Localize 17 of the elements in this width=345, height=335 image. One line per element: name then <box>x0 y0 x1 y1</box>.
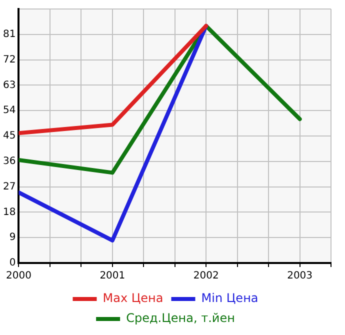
y-tick-label: 36 <box>2 156 16 167</box>
y-tick-label: 63 <box>2 80 16 91</box>
y-tick-label: 27 <box>2 181 16 192</box>
legend-label: Сред.Цена, т.йен <box>126 311 235 326</box>
x-tick-label: 2002 <box>193 270 219 282</box>
x-tick-label: 2001 <box>100 270 126 282</box>
y-tick-label: 81 <box>2 28 16 40</box>
y-tick-label: 45 <box>2 130 16 142</box>
x-tick-label: 2000 <box>6 270 32 282</box>
y-tick-label: 54 <box>2 105 16 116</box>
y-tick-label: 18 <box>2 206 16 218</box>
legend-label: Max Цена <box>102 291 164 306</box>
y-tick-label: 0 <box>9 258 16 269</box>
x-tick-label: 2003 <box>287 270 313 282</box>
legend-label: Min Цена <box>201 291 258 306</box>
y-tick-label: 9 <box>9 232 16 244</box>
y-tick-label: 72 <box>2 54 16 66</box>
